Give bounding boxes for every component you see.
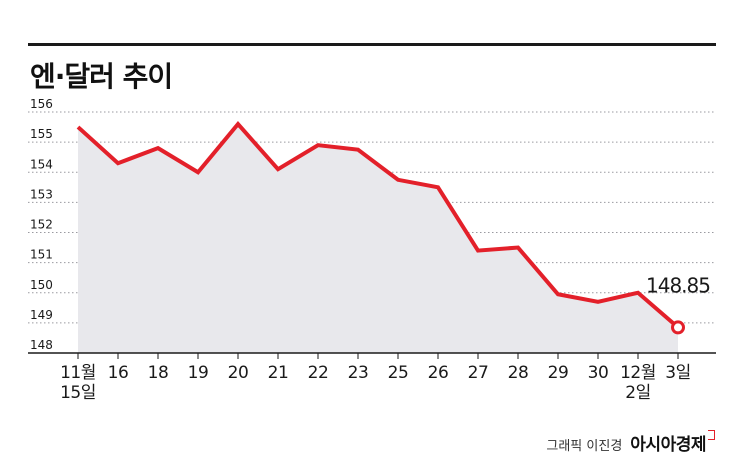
x-tick-label-line: 27 <box>468 363 489 383</box>
area-fill <box>78 124 678 353</box>
y-tick-label: 148 <box>30 338 53 352</box>
x-tick-label-line: 12월 <box>620 363 656 383</box>
brand-logo: 아시아경제 <box>630 430 715 455</box>
brand-mark-icon <box>708 430 715 440</box>
end-point-marker <box>671 320 685 335</box>
x-tick-label: 3일 <box>665 363 690 383</box>
x-tick-label-line: 23 <box>348 363 369 383</box>
x-tick-label: 12월 2일 <box>620 363 656 403</box>
x-tick-label: 11월 15일 <box>60 363 96 403</box>
x-tick-label-line: 16 <box>108 363 129 383</box>
footer: 그래픽 이진경 아시아경제 <box>546 430 715 455</box>
x-tick-label: 18 <box>148 363 169 383</box>
x-tick-label: 30 <box>588 363 609 383</box>
y-tick-label: 156 <box>30 97 53 111</box>
y-tick-label: 155 <box>30 127 53 141</box>
x-tick-label-line: 15일 <box>60 383 96 403</box>
x-tick-label-line: 30 <box>588 363 609 383</box>
y-tick-label: 150 <box>30 278 53 292</box>
x-tick-label-line: 21 <box>268 363 289 383</box>
x-tick-label: 19 <box>188 363 209 383</box>
x-tick-label-line: 22 <box>308 363 329 383</box>
x-tick-label-line: 2일 <box>625 383 650 403</box>
y-tick-label: 149 <box>30 308 53 322</box>
x-tick-label-line: 29 <box>548 363 569 383</box>
x-tick-label-line: 26 <box>428 363 449 383</box>
chart-title: 엔·달러 추이 <box>30 60 173 93</box>
x-tick-label: 16 <box>108 363 129 383</box>
x-tick-label-line: 18 <box>148 363 169 383</box>
series-line <box>76 120 680 329</box>
x-tick-label: 21 <box>268 363 289 383</box>
y-tick-label: 151 <box>30 248 53 262</box>
y-tick-label: 154 <box>30 157 53 171</box>
x-tick-label-line: 25 <box>388 363 409 383</box>
graphic-credit: 그래픽 이진경 <box>546 439 623 454</box>
x-tick-label: 29 <box>548 363 569 383</box>
y-tick-label: 153 <box>30 187 53 201</box>
x-tick-label-line: 19 <box>188 363 209 383</box>
x-tick-label-line: 3일 <box>665 363 690 383</box>
y-tick-label: 152 <box>30 218 53 232</box>
x-tick-label: 25 <box>388 363 409 383</box>
x-tick-label: 26 <box>428 363 449 383</box>
x-tick-label: 27 <box>468 363 489 383</box>
x-tick-label: 22 <box>308 363 329 383</box>
x-tick-label: 28 <box>508 363 529 383</box>
top-rule <box>28 43 716 46</box>
x-tick-label: 23 <box>348 363 369 383</box>
x-tick-label-line: 11월 <box>60 363 96 383</box>
end-value-label: 148.85 <box>646 273 710 297</box>
x-tick-label-line: 28 <box>508 363 529 383</box>
x-tick-label: 20 <box>228 363 249 383</box>
x-tick-label-line: 20 <box>228 363 249 383</box>
